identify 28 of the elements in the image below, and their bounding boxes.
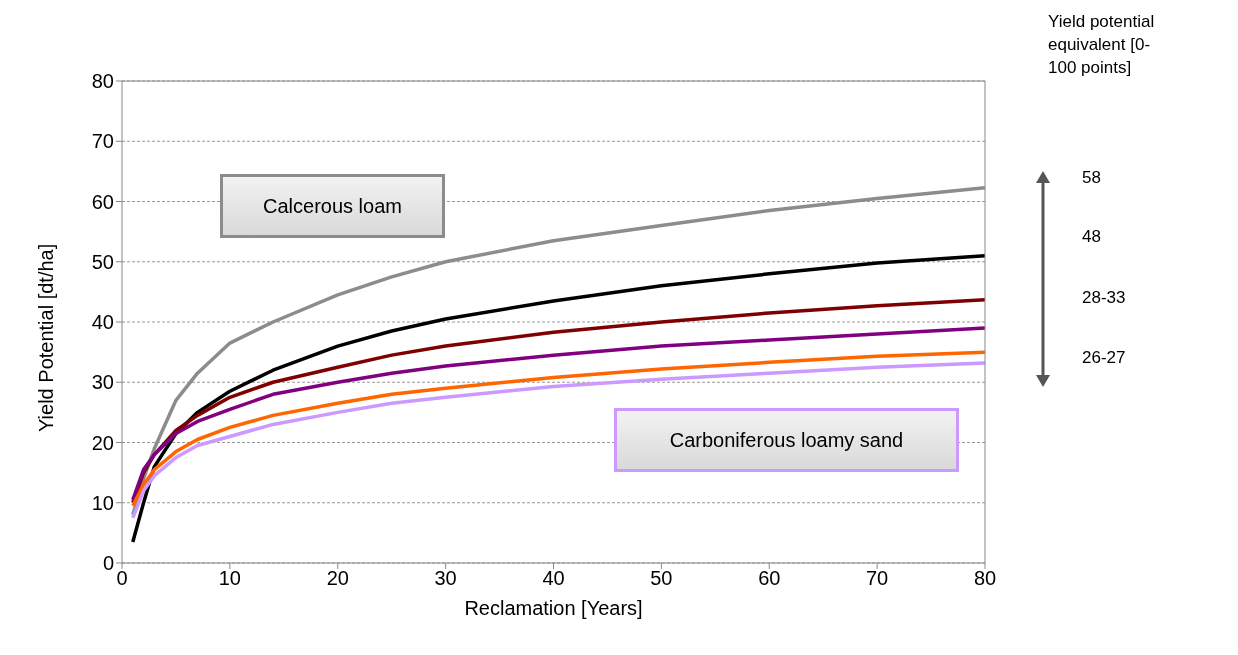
line-series [131,297,985,505]
y-tick-label: 60 [91,190,114,213]
y-tick-label: 20 [91,431,114,454]
x-tick-label: 70 [866,567,889,590]
x-tick-label: 10 [218,567,241,590]
y-tick-label: 30 [91,371,114,394]
line-series [131,326,985,502]
x-tick-label: 80 [973,567,997,590]
y-tick-label: 70 [91,130,114,153]
y-tick-label: 40 [91,311,114,334]
y-tick-label: 50 [91,250,114,273]
text: 48 [1082,227,1101,247]
y-tick-label: 0 [102,552,114,575]
x-axis-title: Reclamation [Years] [464,597,643,619]
x-tick-label: 50 [650,567,673,590]
y-tick-label: 10 [91,491,114,514]
x-tick-label: 60 [758,567,781,590]
x-tick-label: 30 [434,567,457,590]
text: Yield potential equivalent [0-100 points] [1048,11,1156,79]
text: 26-27 [1082,348,1126,368]
x-tick-label: 40 [542,567,565,590]
y-tick-label: 80 [91,70,114,93]
text: 28-33 [1082,288,1126,308]
x-tick-label: 0 [116,567,128,590]
x-tick-label: 20 [326,567,349,590]
line-series [131,253,985,544]
y-axis-title: Yield Potential [dt/ha] [35,243,58,432]
text: 58 [1082,168,1101,188]
